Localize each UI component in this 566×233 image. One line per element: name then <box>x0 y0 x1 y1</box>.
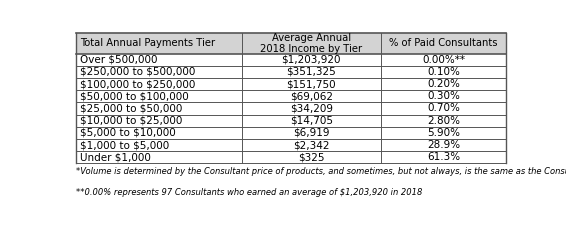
Bar <box>76 115 506 127</box>
Text: $250,000 to $500,000: $250,000 to $500,000 <box>80 67 196 77</box>
Text: $5,000 to $10,000: $5,000 to $10,000 <box>80 128 176 138</box>
Text: **0.00% represents 97 Consultants who earned an average of $1,203,920 in 2018: **0.00% represents 97 Consultants who ea… <box>76 188 422 197</box>
Text: $25,000 to $50,000: $25,000 to $50,000 <box>80 103 183 113</box>
Text: $10,000 to $25,000: $10,000 to $25,000 <box>80 116 183 126</box>
Text: $325: $325 <box>298 152 325 162</box>
Text: $6,919: $6,919 <box>293 128 329 138</box>
Bar <box>76 54 506 66</box>
Bar <box>76 102 506 115</box>
Text: 0.20%: 0.20% <box>427 79 460 89</box>
Text: $14,705: $14,705 <box>290 116 333 126</box>
Text: 0.00%**: 0.00%** <box>422 55 465 65</box>
Bar <box>76 151 506 163</box>
Bar <box>76 127 506 139</box>
Text: *Volume is determined by the Consultant price of products, and sometimes, but no: *Volume is determined by the Consultant … <box>76 167 566 176</box>
Text: % of Paid Consultants: % of Paid Consultants <box>389 38 498 48</box>
Text: Average Annual
2018 Income by Tier: Average Annual 2018 Income by Tier <box>260 33 362 54</box>
Text: 28.9%: 28.9% <box>427 140 460 150</box>
Text: 5.90%: 5.90% <box>427 128 460 138</box>
Text: 0.30%: 0.30% <box>427 91 460 101</box>
Text: $1,000 to $5,000: $1,000 to $5,000 <box>80 140 170 150</box>
Text: 2.80%: 2.80% <box>427 116 460 126</box>
Bar <box>76 139 506 151</box>
Text: Over $500,000: Over $500,000 <box>80 55 158 65</box>
Text: $1,203,920: $1,203,920 <box>282 55 341 65</box>
Text: $69,062: $69,062 <box>290 91 333 101</box>
Text: Under $1,000: Under $1,000 <box>80 152 151 162</box>
Text: $100,000 to $250,000: $100,000 to $250,000 <box>80 79 196 89</box>
Text: $151,750: $151,750 <box>286 79 336 89</box>
Text: $50,000 to $100,000: $50,000 to $100,000 <box>80 91 189 101</box>
Text: 0.70%: 0.70% <box>427 103 460 113</box>
Bar <box>76 78 506 90</box>
Text: $34,209: $34,209 <box>290 103 333 113</box>
Bar <box>76 90 506 102</box>
Text: $351,325: $351,325 <box>286 67 336 77</box>
Text: 0.10%: 0.10% <box>427 67 460 77</box>
Text: $2,342: $2,342 <box>293 140 329 150</box>
Text: 61.3%: 61.3% <box>427 152 460 162</box>
Bar <box>76 66 506 78</box>
Text: Total Annual Payments Tier: Total Annual Payments Tier <box>80 38 216 48</box>
